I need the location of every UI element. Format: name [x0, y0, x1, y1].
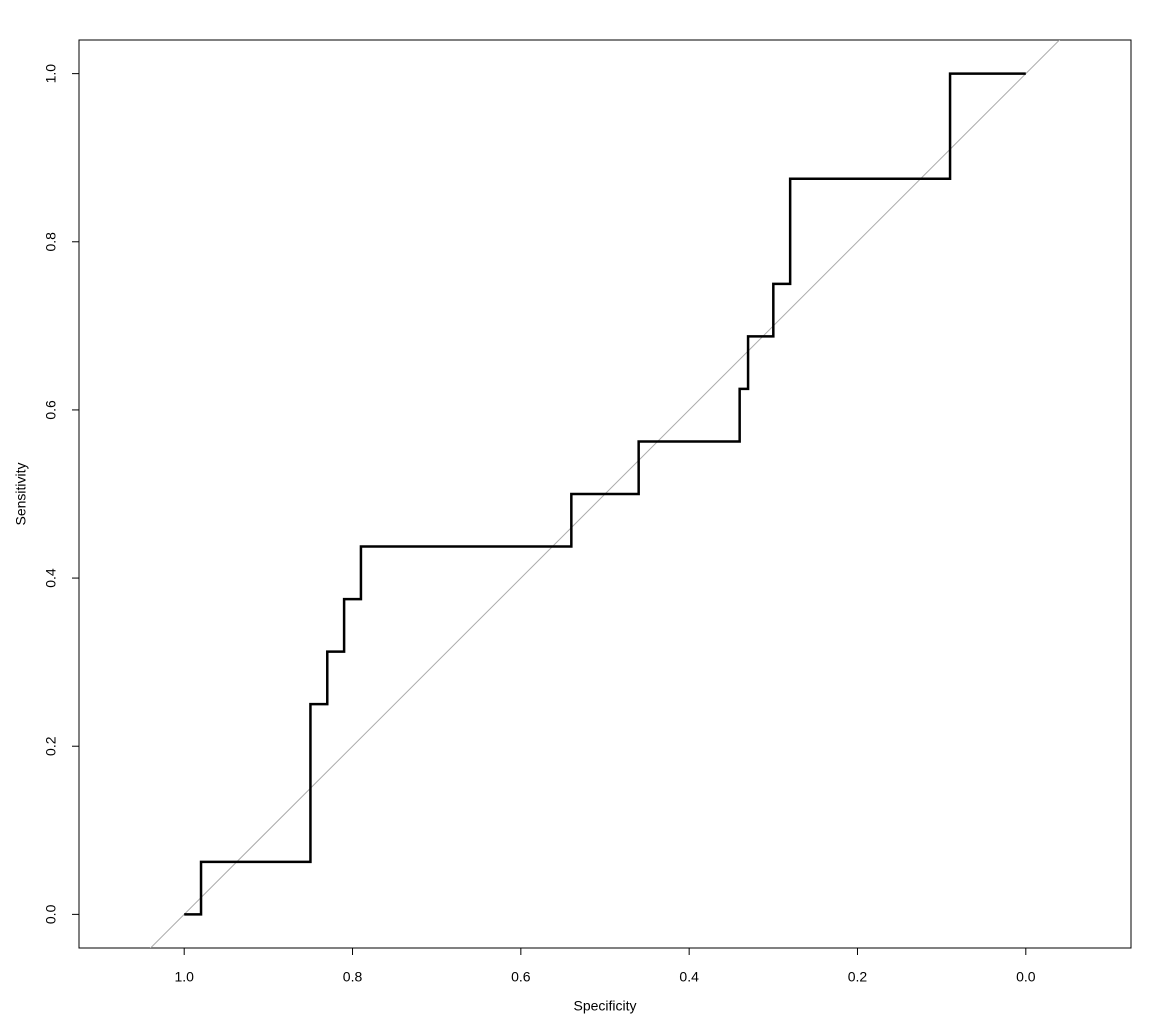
y-tick-label: 0.8	[43, 232, 59, 252]
y-tick-label: 0.6	[43, 400, 59, 420]
reference-diagonal	[149, 40, 1061, 948]
x-tick-label: 1.0	[174, 969, 194, 985]
x-axis-label: Specificity	[573, 998, 636, 1014]
x-tick-label: 0.4	[679, 969, 699, 985]
x-tick-label: 0.6	[511, 969, 531, 985]
x-tick-label: 0.2	[848, 969, 868, 985]
roc-curve	[184, 72, 1026, 916]
y-tick-label: 0.4	[43, 568, 59, 588]
y-tick-label: 1.0	[43, 64, 59, 84]
y-tick-label: 0.0	[43, 904, 59, 924]
x-tick-label: 0.0	[1016, 969, 1036, 985]
y-tick-label: 0.2	[43, 736, 59, 756]
plot-frame	[78, 39, 1132, 949]
x-tick-label: 0.8	[343, 969, 363, 985]
y-axis-label: Sensitivity	[13, 462, 29, 525]
